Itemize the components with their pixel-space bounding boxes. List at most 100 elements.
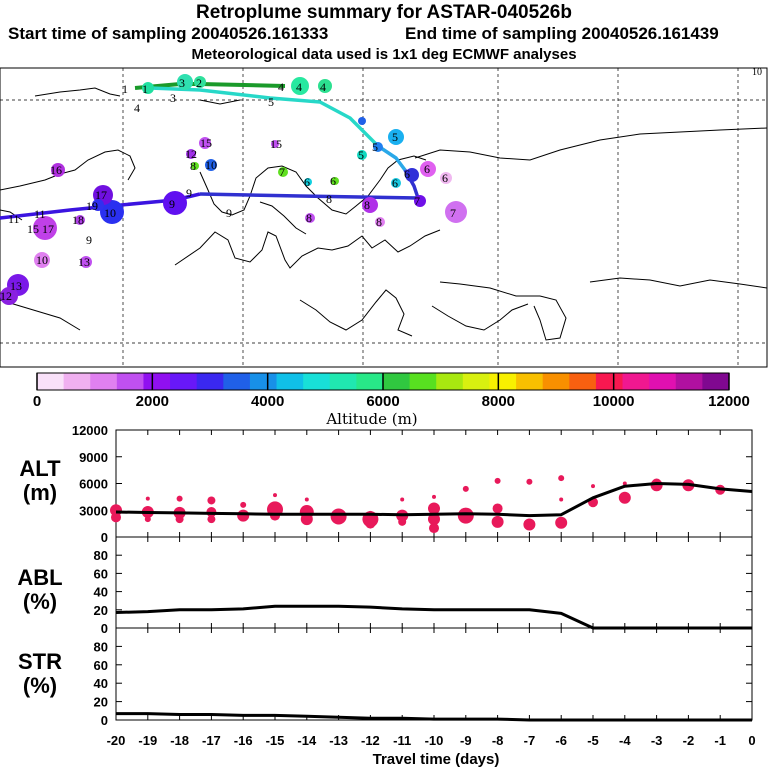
- colorbar-swatch: [569, 373, 597, 390]
- cluster-marker: [373, 142, 383, 152]
- alt-point: [111, 512, 121, 523]
- alt-point: [462, 485, 469, 492]
- colorbar-swatch: [702, 373, 730, 390]
- cluster-marker: [291, 77, 309, 95]
- colorbar-tick-label: 4000: [251, 393, 284, 410]
- cluster-label: 6: [424, 162, 430, 176]
- y-tick-label: 6000: [79, 477, 108, 492]
- y-tick-label: 80: [94, 639, 108, 654]
- alt-point: [428, 513, 440, 526]
- cluster-label: 5: [392, 130, 398, 144]
- colorbar-swatch: [595, 373, 624, 390]
- alt-point: [207, 515, 216, 524]
- cluster-marker: [305, 213, 315, 223]
- alt-point: [523, 518, 536, 531]
- cluster-marker: [440, 172, 452, 184]
- trajectory-map: 10: [0, 67, 768, 368]
- cluster-marker: [405, 168, 419, 182]
- colorbar-swatch: [90, 373, 118, 390]
- alt-point: [555, 516, 568, 529]
- colorbar-swatch: [276, 373, 304, 390]
- cluster-label: 15: [270, 137, 282, 151]
- panel-frame-str: [115, 627, 753, 721]
- abl-unit: (%): [23, 589, 57, 614]
- cluster-label: 13: [78, 255, 90, 269]
- alt-point: [591, 484, 595, 489]
- colorbar-swatch: [37, 373, 65, 390]
- y-tick-label: 0: [101, 621, 108, 636]
- colorbar-swatch: [462, 373, 490, 390]
- x-tick-label: -11: [393, 733, 411, 748]
- colorbar-swatch: [196, 373, 224, 390]
- cluster-label: 5: [358, 148, 364, 162]
- y-tick-label: 60: [94, 658, 108, 673]
- alt-point: [398, 517, 407, 526]
- y-tick-label: 40: [94, 676, 108, 691]
- abl-label: ABL: [17, 565, 62, 590]
- panel-frame-abl: [115, 536, 753, 629]
- colorbar-tick-label: 12000: [708, 393, 750, 410]
- cluster-label: 7: [279, 165, 285, 179]
- cluster-label: 10: [104, 206, 116, 220]
- x-tick-label: -19: [138, 733, 157, 748]
- x-tick-label: -17: [202, 733, 221, 748]
- alt-point: [144, 516, 151, 523]
- x-tick-label: -6: [555, 733, 567, 748]
- cluster-label: 8: [376, 215, 382, 229]
- alt-point: [558, 475, 565, 482]
- cluster-marker: [362, 197, 378, 213]
- x-tick-label: -13: [329, 733, 348, 748]
- x-tick-label: -14: [297, 733, 317, 748]
- alt-point: [491, 515, 504, 528]
- cluster-label: 3: [170, 91, 176, 105]
- cluster-label: 10: [205, 158, 217, 172]
- alt-point: [457, 507, 474, 524]
- cluster-label: 5: [268, 95, 274, 109]
- cluster-marker: [414, 195, 426, 207]
- cluster-marker: [318, 79, 332, 93]
- colorbar-swatch: [675, 373, 703, 390]
- cluster-marker: [375, 217, 385, 227]
- cluster-label: 6: [392, 176, 398, 190]
- cluster-label: 6: [442, 171, 448, 185]
- chart-title: Retroplume summary for ASTAR-040526b: [196, 2, 572, 23]
- alt-point: [432, 494, 436, 499]
- met-data-note: Meteorological data used is 1x1 deg ECMW…: [191, 46, 577, 63]
- alt-unit: (m): [23, 480, 57, 505]
- y-tick-label: 60: [94, 566, 108, 581]
- alt-label: ALT: [19, 456, 61, 481]
- x-tick-label: 0: [748, 733, 755, 748]
- alt-point: [429, 523, 439, 534]
- cluster-marker: [142, 82, 154, 94]
- x-tick-label: -3: [651, 733, 663, 748]
- cluster-marker: [100, 200, 124, 224]
- cluster-label: 15: [200, 136, 212, 150]
- x-tick-label: -18: [170, 733, 189, 748]
- y-tick-label: 20: [94, 695, 108, 710]
- path-segment: [149, 86, 380, 148]
- x-tick-label: -12: [361, 733, 380, 748]
- cluster-label: 4: [134, 101, 140, 115]
- cluster-label: 3: [179, 76, 185, 90]
- cluster-label: 11: [8, 212, 20, 226]
- cluster-marker: [420, 161, 436, 177]
- cluster-marker: [271, 140, 279, 148]
- cluster-label: 1: [142, 82, 148, 96]
- cluster-markers: [0, 74, 467, 305]
- colorbar-swatch: [63, 373, 91, 390]
- alt-point: [622, 481, 627, 486]
- alt-point: [428, 502, 440, 515]
- map-coastlines: [0, 87, 768, 341]
- alt-point: [400, 497, 405, 502]
- alt-point: [492, 503, 503, 514]
- cluster-label: 6: [404, 167, 410, 181]
- x-tick-label: -16: [234, 733, 253, 748]
- panel-ylabels: ALT (m) ABL (%) STR (%): [17, 456, 62, 698]
- x-tick-label: -9: [460, 733, 472, 748]
- cluster-marker: [194, 76, 206, 88]
- cluster-label: 6: [330, 174, 336, 188]
- x-tick-label: -5: [587, 733, 599, 748]
- alt-point: [240, 501, 247, 508]
- x-tick-label: -4: [619, 733, 631, 748]
